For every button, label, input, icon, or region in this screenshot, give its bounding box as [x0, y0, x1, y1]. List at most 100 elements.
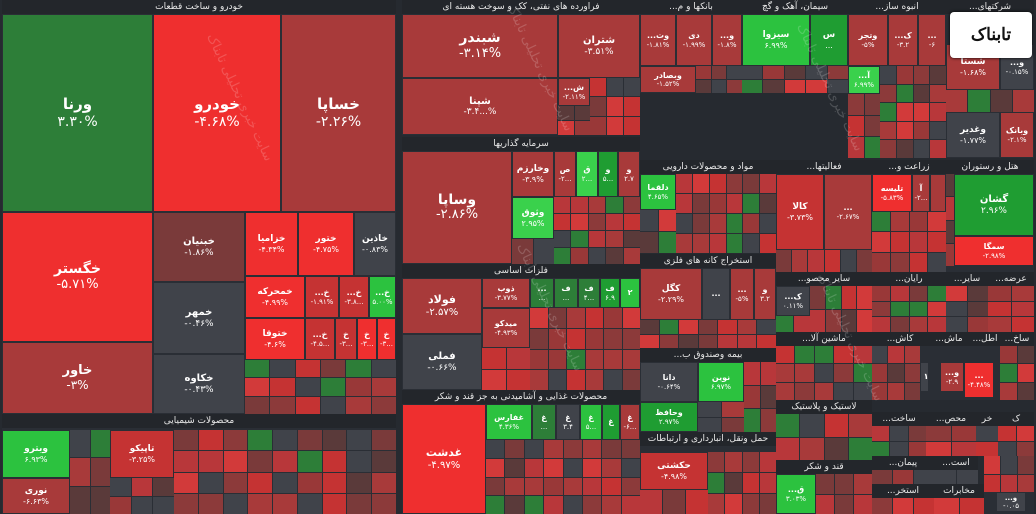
- stock-tile[interactable]: خ... -۳.۸...: [339, 276, 369, 318]
- minor-stock-tile[interactable]: [928, 317, 946, 332]
- minor-stock-tile[interactable]: [926, 441, 951, 456]
- minor-stock-tile[interactable]: [622, 308, 640, 328]
- minor-stock-tile[interactable]: [908, 441, 926, 456]
- minor-stock-tile[interactable]: [872, 470, 892, 484]
- minor-stock-tile[interactable]: [928, 252, 946, 272]
- minor-stock-tile[interactable]: [930, 84, 946, 103]
- minor-stock-tile[interactable]: [554, 231, 571, 247]
- minor-stock-tile[interactable]: [602, 477, 621, 496]
- minor-stock-tile[interactable]: [346, 378, 371, 396]
- stock-tile[interactable]: شتران -۳.۵۱%: [558, 14, 640, 78]
- minor-stock-tile[interactable]: [872, 252, 890, 272]
- minor-stock-tile[interactable]: [90, 486, 110, 514]
- minor-stock-tile[interactable]: [726, 234, 743, 253]
- stock-tile[interactable]: ختوقا -۴.۶%: [245, 318, 305, 360]
- stock-tile[interactable]: خ... ۵.۰۰%: [369, 276, 396, 318]
- minor-stock-tile[interactable]: [607, 97, 623, 116]
- minor-stock-tile[interactable]: [727, 66, 742, 79]
- sector-title[interactable]: سایر محصو...: [776, 272, 872, 286]
- minor-stock-tile[interactable]: [554, 197, 571, 213]
- minor-stock-tile[interactable]: [659, 320, 679, 334]
- minor-stock-tile[interactable]: [590, 116, 606, 135]
- stock-tile[interactable]: دی -۱.۹۹%: [676, 14, 712, 66]
- minor-stock-tile[interactable]: [582, 477, 602, 496]
- stock-tile[interactable]: نوین ۶.۹۷%: [698, 362, 744, 402]
- minor-stock-tile[interactable]: [896, 103, 913, 121]
- minor-stock-tile[interactable]: [760, 214, 776, 233]
- minor-stock-tile[interactable]: [709, 214, 726, 233]
- minor-stock-tile[interactable]: [602, 496, 621, 514]
- stock-tile[interactable]: شپنا -۳.۴...%: [402, 78, 558, 135]
- stock-tile[interactable]: و ۲.۷: [618, 151, 640, 197]
- minor-stock-tile[interactable]: [1000, 382, 1017, 400]
- minor-stock-tile[interactable]: [486, 440, 505, 458]
- stock-tile[interactable]: خاذین -۰.۸۳%: [354, 212, 396, 276]
- minor-stock-tile[interactable]: [760, 234, 776, 253]
- minor-stock-tile[interactable]: [606, 214, 623, 230]
- stock-tile[interactable]: و ۳.۲: [754, 268, 776, 320]
- minor-stock-tile[interactable]: [1012, 90, 1034, 112]
- minor-stock-tile[interactable]: [676, 214, 692, 233]
- minor-stock-tile[interactable]: [872, 286, 890, 301]
- minor-stock-tile[interactable]: [1001, 456, 1017, 474]
- minor-stock-tile[interactable]: [624, 116, 640, 135]
- minor-stock-tile[interactable]: [914, 470, 934, 484]
- minor-stock-tile[interactable]: [131, 478, 153, 496]
- minor-stock-tile[interactable]: [659, 334, 679, 348]
- stock-tile[interactable]: گشان ۲.۹۶%: [954, 174, 1034, 236]
- minor-stock-tile[interactable]: [563, 458, 582, 477]
- stock-tile[interactable]: [930, 174, 946, 212]
- minor-stock-tile[interactable]: [273, 493, 297, 514]
- minor-stock-tile[interactable]: [834, 364, 853, 382]
- minor-stock-tile[interactable]: [913, 66, 930, 84]
- minor-stock-tile[interactable]: [853, 346, 872, 364]
- sector-title[interactable]: سرمایه گذاریها: [402, 137, 640, 151]
- minor-stock-tile[interactable]: [692, 234, 709, 253]
- minor-stock-tile[interactable]: [872, 346, 888, 364]
- stock-tile[interactable]: ق... ۳.۰۳%: [776, 474, 816, 514]
- minor-stock-tile[interactable]: [602, 440, 621, 458]
- stock-tile[interactable]: دانا -۰.۶۴%: [640, 362, 698, 402]
- minor-stock-tile[interactable]: [890, 426, 908, 441]
- minor-stock-tile[interactable]: [223, 451, 248, 472]
- stock-tile[interactable]: و ۵...: [598, 151, 618, 197]
- minor-stock-tile[interactable]: [718, 334, 737, 348]
- sector-title[interactable]: فلزات اساسی: [402, 264, 640, 278]
- stock-tile[interactable]: ۲: [620, 278, 640, 308]
- stock-tile[interactable]: وتجر -۵%: [848, 14, 888, 66]
- minor-stock-tile[interactable]: [544, 477, 563, 496]
- minor-stock-tile[interactable]: [1001, 474, 1017, 492]
- minor-stock-tile[interactable]: [825, 309, 841, 332]
- minor-stock-tile[interactable]: [872, 382, 888, 400]
- minor-stock-tile[interactable]: [934, 498, 959, 514]
- minor-stock-tile[interactable]: [554, 248, 571, 264]
- minor-stock-tile[interactable]: [827, 80, 848, 93]
- minor-stock-tile[interactable]: [346, 360, 371, 378]
- minor-stock-tile[interactable]: [640, 490, 662, 514]
- sector-title[interactable]: هتل و رستوران: [946, 160, 1034, 174]
- sector-title[interactable]: زراعت و...: [872, 160, 946, 174]
- minor-stock-tile[interactable]: [322, 493, 347, 514]
- sector-title[interactable]: محصولات شیمیایی: [2, 414, 396, 428]
- stock-tile[interactable]: خکاوه -۰.۴۳%: [153, 354, 245, 414]
- minor-stock-tile[interactable]: [1017, 382, 1034, 400]
- sector-title[interactable]: خودرو و ساخت قطعات: [2, 0, 396, 14]
- stock-tile[interactable]: تاپیکو -۳.۲۵%: [110, 430, 174, 478]
- minor-stock-tile[interactable]: [571, 231, 588, 247]
- minor-stock-tile[interactable]: [554, 214, 571, 230]
- minor-stock-tile[interactable]: [810, 286, 825, 309]
- stock-tile[interactable]: و... -۰.۰۵: [996, 492, 1026, 512]
- minor-stock-tile[interactable]: [909, 212, 928, 232]
- sector-title[interactable]: ک: [998, 412, 1034, 426]
- minor-stock-tile[interactable]: [909, 286, 928, 301]
- minor-stock-tile[interactable]: [880, 103, 896, 121]
- minor-stock-tile[interactable]: [872, 426, 890, 441]
- minor-stock-tile[interactable]: [524, 458, 544, 477]
- stock-tile[interactable]: ......: [530, 278, 554, 308]
- stock-tile[interactable]: غ ۵...: [580, 404, 602, 440]
- minor-stock-tile[interactable]: [571, 214, 588, 230]
- minor-stock-tile[interactable]: [930, 140, 946, 158]
- minor-stock-tile[interactable]: [872, 498, 892, 514]
- minor-stock-tile[interactable]: [808, 250, 824, 272]
- minor-stock-tile[interactable]: [967, 301, 988, 317]
